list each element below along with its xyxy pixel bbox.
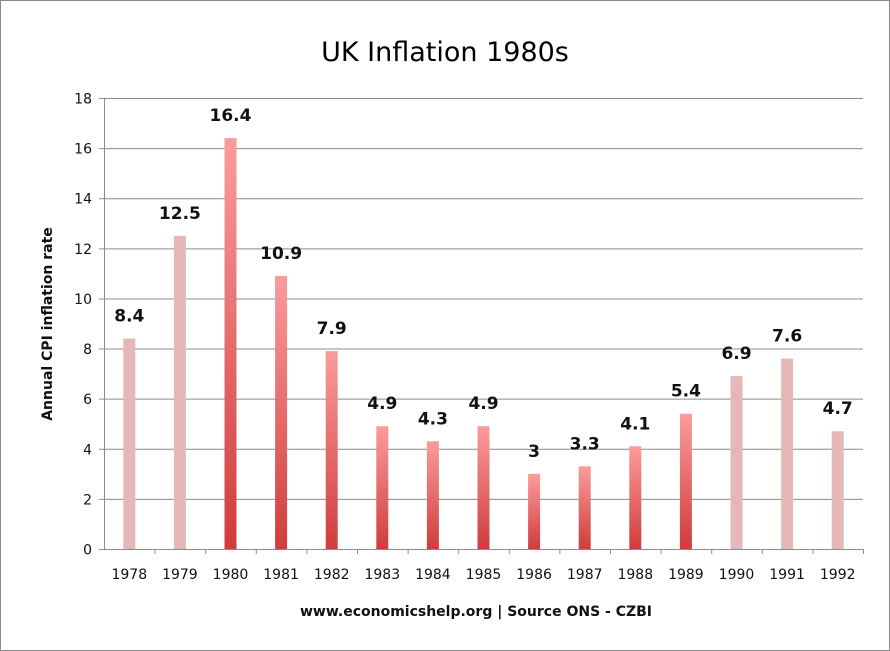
x-tick-label: 1992 bbox=[820, 567, 856, 583]
data-label-1980: 16.4 bbox=[210, 106, 252, 126]
y-tick-label: 0 bbox=[83, 543, 92, 559]
x-tick-label: 1989 bbox=[668, 567, 704, 583]
bar-1985 bbox=[477, 426, 490, 549]
x-tick-label: 1990 bbox=[719, 567, 755, 583]
data-label-1987: 3.3 bbox=[570, 434, 600, 454]
y-tick-label: 14 bbox=[74, 192, 92, 208]
x-axis-label: www.economicshelp.org | Source ONS - CZB… bbox=[300, 604, 652, 620]
data-label-1983: 4.9 bbox=[367, 394, 397, 414]
bar-1986 bbox=[528, 473, 541, 549]
y-tick-label: 2 bbox=[83, 492, 92, 508]
x-tick-label: 1981 bbox=[263, 567, 299, 583]
y-tick-label: 8 bbox=[83, 342, 92, 358]
data-label-1989: 5.4 bbox=[671, 382, 701, 402]
x-tick-label: 1978 bbox=[111, 567, 147, 583]
bar-1984 bbox=[426, 441, 439, 549]
bar-1989 bbox=[679, 413, 692, 549]
x-tick-label: 1985 bbox=[466, 567, 502, 583]
x-tick-label: 1986 bbox=[516, 567, 552, 583]
x-tick-label: 1984 bbox=[415, 567, 451, 583]
x-tick-label: 1982 bbox=[314, 567, 350, 583]
chart-title: UK Inflation 1980s bbox=[321, 37, 569, 68]
x-tick-label: 1979 bbox=[162, 567, 198, 583]
y-axis-label: Annual CPI inflation rate bbox=[40, 227, 56, 421]
data-label-1982: 7.9 bbox=[317, 319, 347, 339]
bar-1981 bbox=[275, 275, 288, 549]
data-label-1984: 4.3 bbox=[418, 409, 448, 429]
bar-1978 bbox=[123, 338, 136, 549]
y-tick-label: 18 bbox=[74, 92, 92, 108]
y-tick-label: 12 bbox=[74, 242, 92, 258]
y-tick-label: 16 bbox=[74, 142, 92, 158]
bar-1992 bbox=[831, 431, 844, 549]
x-tick-label: 1980 bbox=[213, 567, 249, 583]
data-label-1992: 4.7 bbox=[823, 399, 853, 419]
bar-1987 bbox=[578, 466, 591, 549]
bar-1988 bbox=[629, 446, 642, 549]
bar-1990 bbox=[730, 376, 743, 549]
bar-1982 bbox=[325, 351, 338, 549]
x-tick-label: 1991 bbox=[769, 567, 805, 583]
y-tick-label: 4 bbox=[83, 442, 92, 458]
bar-1980 bbox=[224, 138, 237, 550]
data-label-1985: 4.9 bbox=[468, 394, 498, 414]
data-label-1979: 12.5 bbox=[159, 204, 201, 224]
bar-1983 bbox=[376, 426, 389, 549]
bar-1979 bbox=[173, 235, 186, 550]
x-tick-label: 1988 bbox=[617, 567, 653, 583]
x-tick-label: 1987 bbox=[567, 567, 603, 583]
bar-1991 bbox=[781, 358, 794, 549]
x-tick-label: 1983 bbox=[364, 567, 400, 583]
data-label-1991: 7.6 bbox=[772, 327, 802, 347]
data-label-1986: 3 bbox=[528, 442, 540, 462]
data-label-1981: 10.9 bbox=[260, 244, 302, 264]
y-tick-label: 6 bbox=[83, 392, 92, 408]
data-label-1978: 8.4 bbox=[114, 307, 144, 327]
data-label-1990: 6.9 bbox=[721, 344, 751, 364]
y-tick-label: 10 bbox=[74, 292, 92, 308]
data-label-1988: 4.1 bbox=[620, 414, 650, 434]
